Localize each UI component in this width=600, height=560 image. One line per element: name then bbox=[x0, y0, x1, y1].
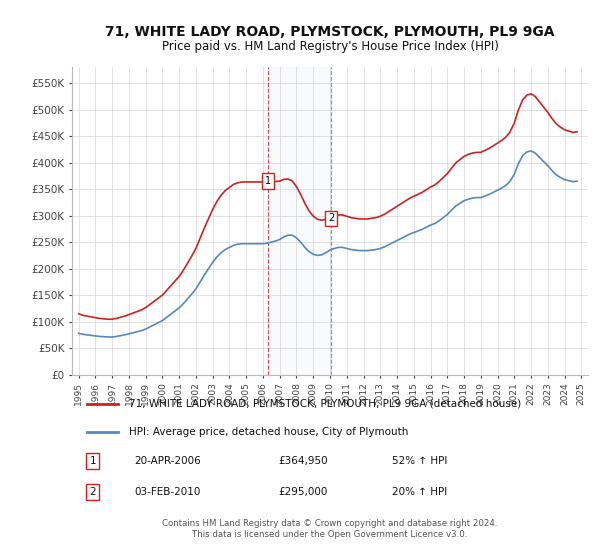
Text: £364,950: £364,950 bbox=[278, 456, 328, 466]
Text: 20% ↑ HPI: 20% ↑ HPI bbox=[392, 487, 447, 497]
Text: 71, WHITE LADY ROAD, PLYMSTOCK, PLYMOUTH, PL9 9GA: 71, WHITE LADY ROAD, PLYMSTOCK, PLYMOUTH… bbox=[105, 25, 555, 39]
Text: 2: 2 bbox=[89, 487, 96, 497]
Bar bbox=[268, 67, 331, 375]
Text: £295,000: £295,000 bbox=[278, 487, 328, 497]
Text: 52% ↑ HPI: 52% ↑ HPI bbox=[392, 456, 447, 466]
Text: 20-APR-2006: 20-APR-2006 bbox=[134, 456, 200, 466]
Text: Contains HM Land Registry data © Crown copyright and database right 2024.
This d: Contains HM Land Registry data © Crown c… bbox=[162, 519, 498, 539]
Text: HPI: Average price, detached house, City of Plymouth: HPI: Average price, detached house, City… bbox=[129, 427, 408, 437]
Text: 2: 2 bbox=[328, 213, 334, 223]
Text: Price paid vs. HM Land Registry's House Price Index (HPI): Price paid vs. HM Land Registry's House … bbox=[161, 40, 499, 53]
Text: 71, WHITE LADY ROAD, PLYMSTOCK, PLYMOUTH, PL9 9GA (detached house): 71, WHITE LADY ROAD, PLYMSTOCK, PLYMOUTH… bbox=[129, 399, 521, 409]
Text: 03-FEB-2010: 03-FEB-2010 bbox=[134, 487, 200, 497]
Text: 1: 1 bbox=[265, 176, 271, 186]
Text: 1: 1 bbox=[89, 456, 96, 466]
